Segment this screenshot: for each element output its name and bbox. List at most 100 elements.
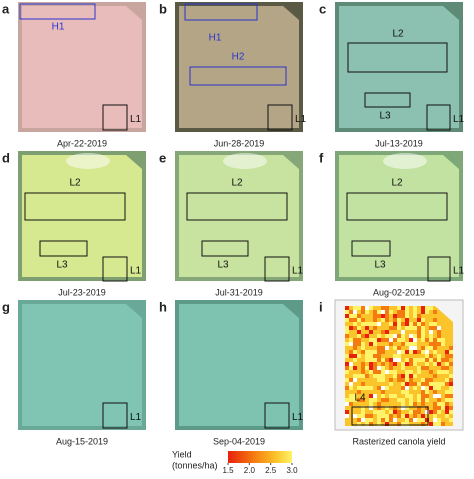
yield-pixel (429, 422, 433, 426)
yield-pixel (357, 414, 361, 418)
yield-pixel (433, 410, 437, 414)
yield-pixel (345, 410, 349, 414)
yield-pixel (377, 358, 381, 362)
yield-pixel (381, 346, 385, 350)
yield-pixel (349, 378, 353, 382)
yield-pixel (425, 390, 429, 394)
yield-pixel (445, 402, 449, 406)
yield-pixel (353, 318, 357, 322)
yield-pixel (361, 410, 365, 414)
yield-pixel (357, 338, 361, 342)
yield-pixel (433, 338, 437, 342)
yield-pixel (389, 342, 393, 346)
roi-box (19, 3, 96, 20)
yield-pixel (401, 306, 405, 310)
yield-pixel (373, 362, 377, 366)
yield-pixel (353, 414, 357, 418)
date-caption: Aug-02-2019 (373, 287, 425, 297)
yield-pixel (377, 334, 381, 338)
yield-pixel (369, 414, 373, 418)
yield-pixel (353, 378, 357, 382)
yield-pixel (409, 342, 413, 346)
yield-pixel (421, 418, 425, 422)
yield-pixel (385, 310, 389, 314)
roi-box (24, 192, 126, 221)
yield-pixel (373, 310, 377, 314)
roi-label: L1 (292, 412, 304, 423)
yield-pixel (345, 370, 349, 374)
yield-pixel (421, 318, 425, 322)
yield-pixel (409, 358, 413, 362)
yield-pixel (417, 322, 421, 326)
yield-pixel (413, 322, 417, 326)
yield-pixel (369, 394, 373, 398)
yield-pixel (373, 318, 377, 322)
yield-pixel (385, 418, 389, 422)
yield-pixel (429, 386, 433, 390)
yield-pixel (381, 398, 385, 402)
yield-pixel (345, 318, 349, 322)
yield-pixel (449, 394, 453, 398)
yield-pixel (357, 418, 361, 422)
yield-pixel (441, 406, 445, 410)
yield-pixel (381, 394, 385, 398)
yield-pixel (373, 398, 377, 402)
yield-pixel (381, 370, 385, 374)
yield-pixel (425, 350, 429, 354)
yield-pixel (361, 342, 365, 346)
yield-pixel (385, 334, 389, 338)
panel: h L1 Sep-04-2019 (159, 299, 304, 446)
roi-label: L1 (453, 114, 465, 125)
yield-pixel (365, 310, 369, 314)
yield-pixel (397, 378, 401, 382)
colorbar-tick-label: 3.0 (286, 466, 298, 475)
yield-pixel (397, 410, 401, 414)
yield-pixel (385, 414, 389, 418)
yield-pixel (409, 394, 413, 398)
yield-pixel (365, 418, 369, 422)
yield-pixel (437, 326, 441, 330)
roi-label: H1 (209, 33, 222, 44)
yield-pixel (345, 366, 349, 370)
yield-pixel (425, 386, 429, 390)
yield-pixel (449, 362, 453, 366)
yield-pixel (401, 334, 405, 338)
yield-pixel (421, 414, 425, 418)
yield-pixel (381, 362, 385, 366)
yield-pixel (393, 346, 397, 350)
colorbar (228, 451, 292, 463)
yield-pixel (353, 358, 357, 362)
yield-pixel (437, 342, 441, 346)
yield-pixel (393, 338, 397, 342)
yield-pixel (421, 334, 425, 338)
field (22, 155, 142, 277)
yield-pixel (449, 374, 453, 378)
yield-pixel (381, 310, 385, 314)
yield-pixel (405, 378, 409, 382)
yield-pixel (401, 350, 405, 354)
yield-pixel (405, 370, 409, 374)
yield-pixel (429, 378, 433, 382)
yield-pixel (397, 338, 401, 342)
yield-pixel (361, 418, 365, 422)
yield-pixel (365, 414, 369, 418)
yield-pixel (409, 402, 413, 406)
panel-letter: a (2, 1, 10, 16)
panel-letter: i (319, 299, 323, 314)
yield-pixel (369, 342, 373, 346)
date-caption: Rasterized canola yield (352, 436, 445, 446)
roi-box (201, 240, 249, 257)
yield-pixel (349, 366, 353, 370)
yield-pixel (349, 394, 353, 398)
yield-pixel (377, 354, 381, 358)
yield-pixel (401, 378, 405, 382)
yield-pixel (361, 386, 365, 390)
yield-pixel (361, 322, 365, 326)
cloud (383, 153, 427, 169)
panel-letter: e (159, 150, 166, 165)
yield-pixel (401, 406, 405, 410)
yield-pixel (421, 350, 425, 354)
yield-pixel (413, 418, 417, 422)
yield-pixel (433, 394, 437, 398)
yield-pixel (381, 358, 385, 362)
